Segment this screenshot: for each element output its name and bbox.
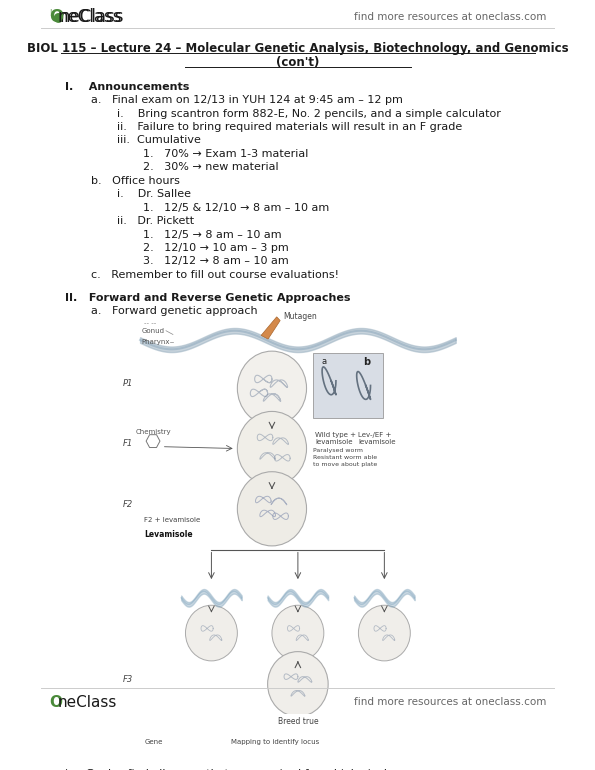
Text: Gene: Gene xyxy=(145,738,163,745)
Text: Levamisole: Levamisole xyxy=(145,531,193,539)
Text: O: O xyxy=(52,8,65,25)
Text: -- --: -- -- xyxy=(145,320,156,326)
Text: 1.   70% → Exam 1-3 material: 1. 70% → Exam 1-3 material xyxy=(143,149,308,159)
Text: Lev-/EF +: Lev-/EF + xyxy=(358,432,392,437)
Text: 1.   12/5 & 12/10 → 8 am – 10 am: 1. 12/5 & 12/10 → 8 am – 10 am xyxy=(143,203,329,213)
Text: (con't): (con't) xyxy=(275,55,319,69)
Text: F2 + levamisole: F2 + levamisole xyxy=(145,517,201,523)
Text: c.   Remember to fill out course evaluations!: c. Remember to fill out course evaluatio… xyxy=(91,270,339,280)
Ellipse shape xyxy=(358,605,411,661)
Text: a.   Forward genetic approach: a. Forward genetic approach xyxy=(91,306,258,316)
Text: Wild type +: Wild type + xyxy=(315,432,356,437)
Ellipse shape xyxy=(237,472,306,546)
Text: i.    Bring scantron form 882-E, No. 2 pencils, and a simple calculator: i. Bring scantron form 882-E, No. 2 penc… xyxy=(117,109,500,119)
Text: neClass: neClass xyxy=(58,8,123,25)
Text: Chemistry: Chemistry xyxy=(135,429,171,435)
Text: find more resources at oneclass.com: find more resources at oneclass.com xyxy=(354,12,546,22)
Text: F3: F3 xyxy=(123,675,133,684)
Text: a.   Final exam on 12/13 in YUH 124 at 9:45 am – 12 pm: a. Final exam on 12/13 in YUH 124 at 9:4… xyxy=(91,95,403,105)
Text: F2: F2 xyxy=(123,500,133,509)
Text: i.    Dr. Sallee: i. Dr. Sallee xyxy=(117,189,191,199)
Ellipse shape xyxy=(268,651,328,717)
Text: iii.  Cumulative: iii. Cumulative xyxy=(117,136,201,146)
Ellipse shape xyxy=(237,411,306,486)
Text: levamisole: levamisole xyxy=(358,439,396,445)
Text: neClass: neClass xyxy=(60,8,124,25)
Text: to move about plate: to move about plate xyxy=(314,462,378,467)
Text: |: | xyxy=(49,8,52,15)
Ellipse shape xyxy=(272,605,324,661)
Text: F1: F1 xyxy=(123,440,133,448)
Text: 1.   12/5 → 8 am – 10 am: 1. 12/5 → 8 am – 10 am xyxy=(143,229,281,239)
Ellipse shape xyxy=(237,351,306,425)
Text: b.   Office hours: b. Office hours xyxy=(91,176,180,186)
Text: Pharynx: Pharynx xyxy=(142,339,170,345)
Text: ii.   Dr. Pickett: ii. Dr. Pickett xyxy=(117,216,194,226)
Text: 3.   12/12 → 8 am – 10 am: 3. 12/12 → 8 am – 10 am xyxy=(143,256,289,266)
Text: ●: ● xyxy=(52,10,62,23)
Text: Mutagen: Mutagen xyxy=(283,313,317,321)
Polygon shape xyxy=(261,316,280,339)
Text: a: a xyxy=(321,357,327,366)
Text: I.    Announcements: I. Announcements xyxy=(65,82,189,92)
Text: II.   Forward and Reverse Genetic Approaches: II. Forward and Reverse Genetic Approach… xyxy=(65,293,350,303)
Text: Paralysed worm: Paralysed worm xyxy=(314,448,364,453)
Text: ii.   Failure to bring required materials will result in an F grade: ii. Failure to bring required materials … xyxy=(117,122,462,132)
Text: Resistant worm able: Resistant worm able xyxy=(314,455,378,460)
Ellipse shape xyxy=(186,605,237,661)
Text: neClass: neClass xyxy=(58,695,117,709)
Text: Breed true: Breed true xyxy=(278,717,318,725)
Text: 2.   12/10 → 10 am – 3 pm: 2. 12/10 → 10 am – 3 pm xyxy=(143,243,289,253)
Text: levamisole: levamisole xyxy=(315,439,353,445)
Text: Gonud: Gonud xyxy=(142,328,165,333)
Text: O: O xyxy=(49,695,62,709)
Text: find more resources at oneclass.com: find more resources at oneclass.com xyxy=(354,697,546,707)
Text: O: O xyxy=(49,8,64,25)
FancyBboxPatch shape xyxy=(314,353,383,418)
Text: BIOL 115 – Lecture 24 – Molecular Genetic Analysis, Biotechnology, and Genomics: BIOL 115 – Lecture 24 – Molecular Geneti… xyxy=(27,42,568,55)
Text: b: b xyxy=(364,357,371,367)
Text: P1: P1 xyxy=(123,379,133,388)
Text: 2.   30% → new material: 2. 30% → new material xyxy=(143,162,278,172)
Text: Mapping to identify locus: Mapping to identify locus xyxy=(231,738,319,745)
